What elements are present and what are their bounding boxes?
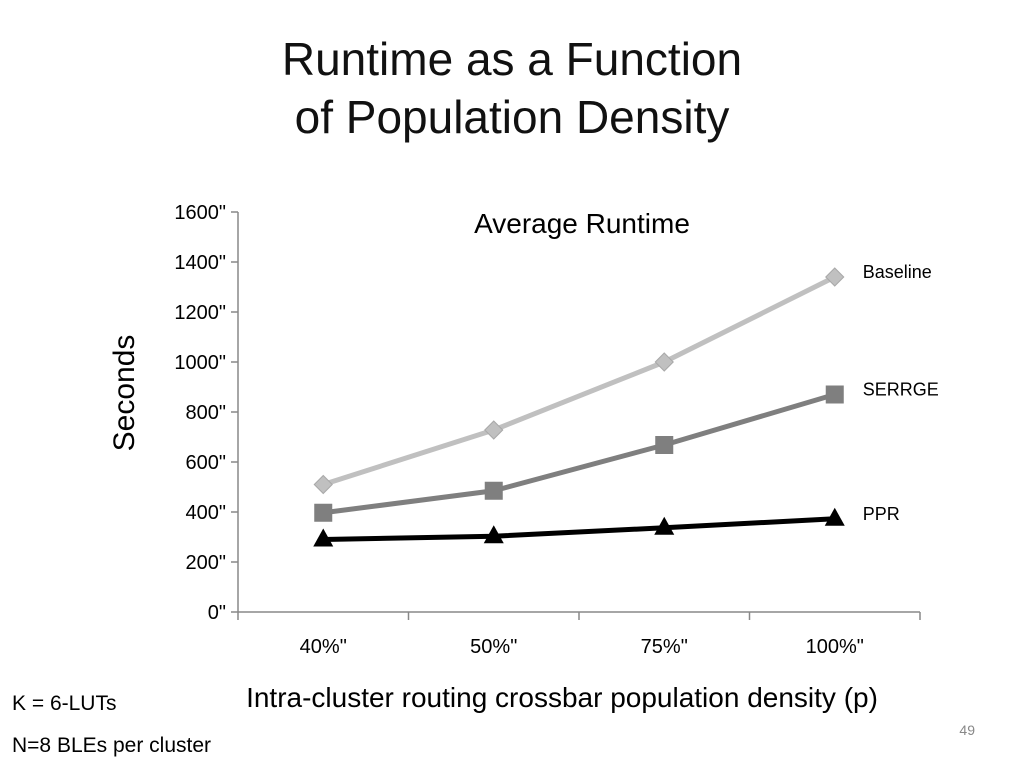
series-baseline: Baseline bbox=[313, 262, 932, 495]
data-point-marker bbox=[483, 525, 504, 544]
data-point-marker bbox=[313, 528, 334, 547]
data-point-marker bbox=[314, 503, 333, 522]
series-label: PPR bbox=[863, 504, 900, 524]
data-point-marker bbox=[825, 267, 845, 287]
x-tick-label: 50%" bbox=[470, 636, 517, 658]
data-point-marker bbox=[654, 352, 674, 372]
x-tick-label: 100%" bbox=[806, 636, 864, 658]
series-line bbox=[320, 274, 838, 487]
series-label: SERRGE bbox=[863, 380, 939, 400]
data-point-marker bbox=[313, 474, 333, 495]
data-point-marker bbox=[484, 481, 503, 500]
data-point-marker bbox=[484, 420, 504, 440]
y-tick-label: 1400" bbox=[174, 252, 226, 274]
series-line bbox=[320, 392, 838, 516]
y-tick-label: 400" bbox=[186, 502, 226, 524]
y-tick-label: 200" bbox=[186, 552, 226, 574]
data-point-marker bbox=[654, 516, 675, 535]
chart-title: Average Runtime bbox=[474, 208, 690, 239]
note-lut-size: K = 6-LUTs bbox=[12, 692, 117, 715]
x-axis-label: Intra-cluster routing crossbar populatio… bbox=[246, 682, 878, 713]
slide-title-line-2: of Population Density bbox=[294, 91, 730, 143]
data-point-marker bbox=[825, 385, 844, 404]
series-serrge: SERRGE bbox=[314, 380, 939, 522]
series-label: Baseline bbox=[863, 262, 932, 282]
slide-number: 49 bbox=[959, 722, 975, 738]
y-tick-label: 1200" bbox=[174, 302, 226, 324]
series-ppr: PPR bbox=[313, 504, 900, 547]
chart-axes: 0" 200" 400" 600" 800" 1000" 1200" 1400" 1600" 40… bbox=[174, 202, 921, 658]
y-tick-label: 800" bbox=[186, 402, 226, 424]
note-cluster-size: N=8 BLEs per cluster bbox=[12, 734, 212, 757]
data-point-marker bbox=[655, 436, 674, 454]
y-tick-label: 1000" bbox=[174, 352, 226, 374]
x-tick-label: 75%" bbox=[641, 636, 688, 658]
slide-title: Runtime as a Function of Population Dens… bbox=[0, 30, 1024, 146]
data-point-marker bbox=[824, 507, 845, 526]
y-tick-label: 0" bbox=[208, 602, 226, 624]
y-tick-label: 1600" bbox=[174, 202, 226, 224]
series-line bbox=[320, 516, 838, 542]
y-tick-label: 600" bbox=[186, 452, 226, 474]
x-tick-label: 40%" bbox=[300, 636, 347, 658]
chart-series: Baseline SERRGE PPR bbox=[313, 262, 939, 547]
y-axis-label: Seconds bbox=[108, 335, 141, 452]
slide-title-line-1: Runtime as a Function bbox=[281, 33, 743, 85]
